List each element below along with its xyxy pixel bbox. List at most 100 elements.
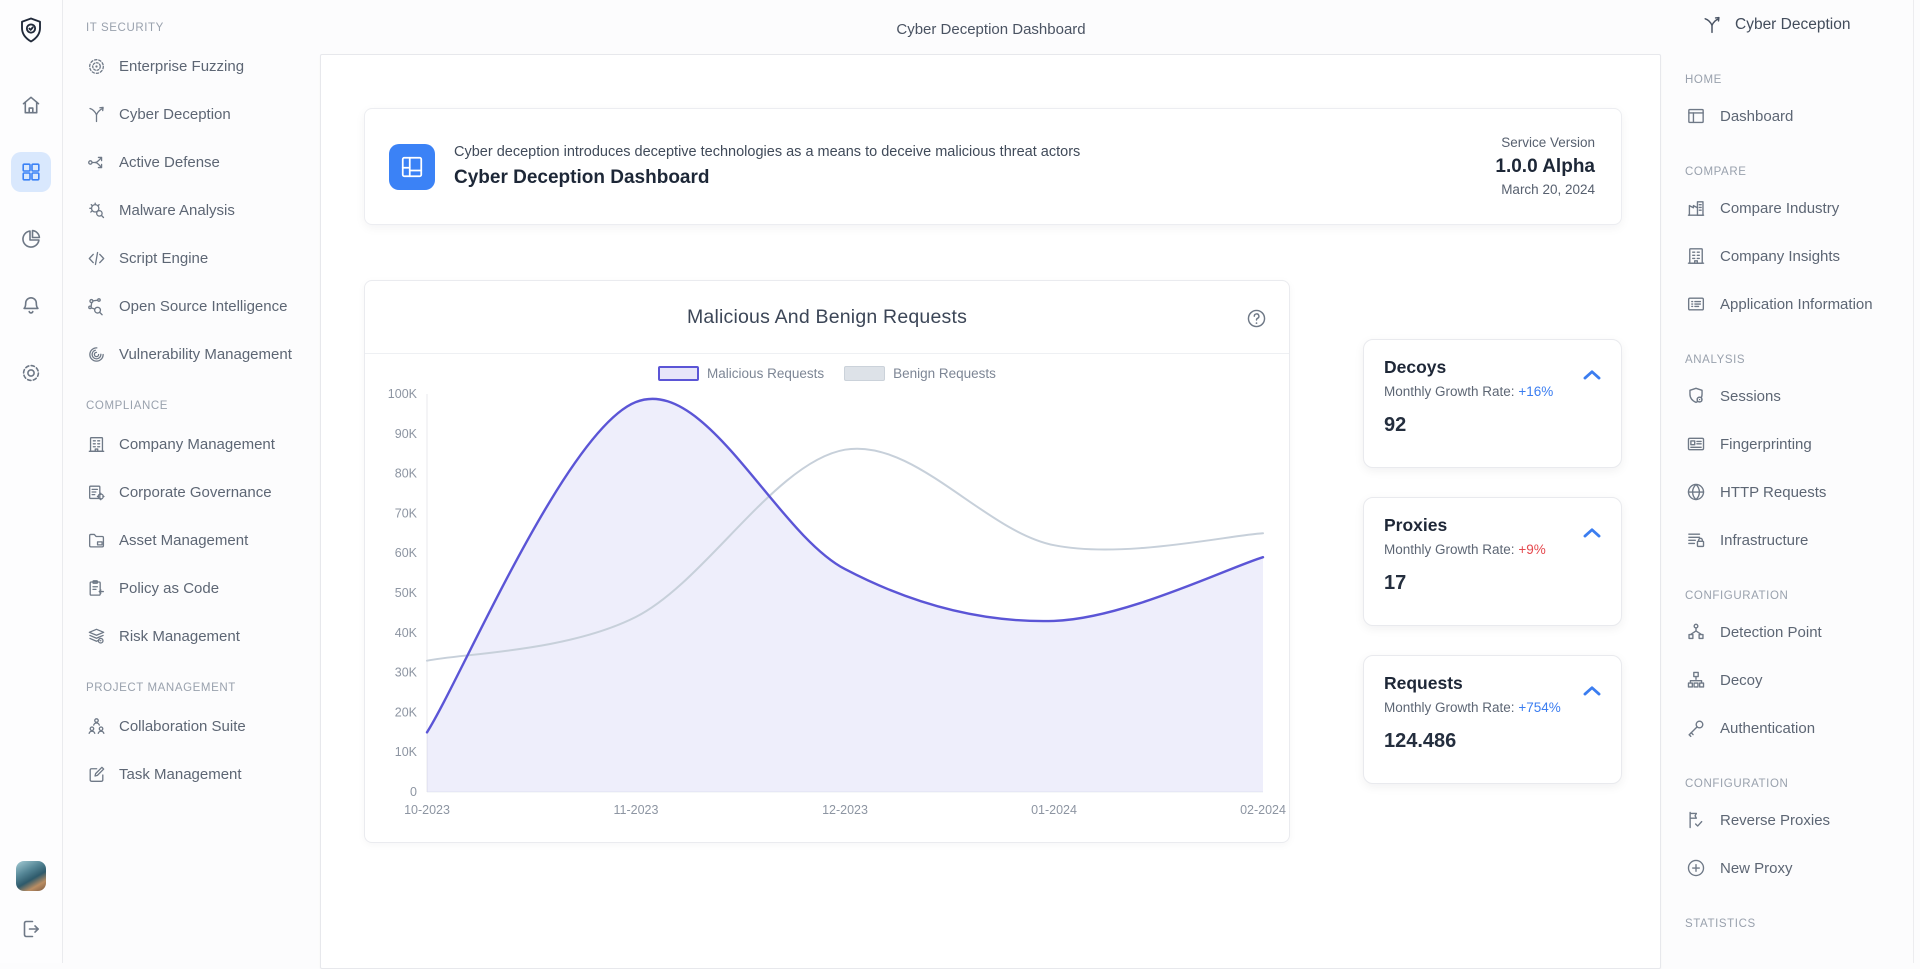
sidebar-item-label: Vulnerability Management xyxy=(119,345,292,363)
shield-session-icon xyxy=(1685,385,1707,407)
right-item-fingerprinting[interactable]: Fingerprinting xyxy=(1685,420,1915,468)
right-item-label: Compare Industry xyxy=(1720,199,1840,217)
section-label: HOME xyxy=(1685,74,1722,86)
rail-nav-analytics[interactable] xyxy=(11,219,51,259)
sidebar-item-enterprise-fuzzing[interactable]: Enterprise Fuzzing xyxy=(86,42,316,90)
svg-text:90K: 90K xyxy=(395,427,418,441)
sidebar-item-collaboration-suite[interactable]: Collaboration Suite xyxy=(86,702,316,750)
right-item-compare-industry[interactable]: Compare Industry xyxy=(1685,184,1915,232)
service-version-value: 1.0.0 Alpha xyxy=(1495,155,1595,177)
right-item-label: Dashboard xyxy=(1720,107,1794,125)
svg-text:100K: 100K xyxy=(388,387,418,401)
branch-arrow-icon xyxy=(86,104,107,125)
right-item-label: Reverse Proxies xyxy=(1720,811,1831,829)
scrollbar-track[interactable] xyxy=(1913,0,1914,963)
logout-icon xyxy=(19,917,43,941)
growth-value: +16% xyxy=(1518,384,1554,399)
section-label: COMPLIANCE xyxy=(86,400,169,412)
stat-growth: Monthly Growth Rate: +754% xyxy=(1384,700,1601,715)
sidebar-item-cyber-deception[interactable]: Cyber Deception xyxy=(86,90,316,138)
sidebar-item-asset-management[interactable]: Asset Management xyxy=(86,516,316,564)
svg-text:0: 0 xyxy=(410,785,417,799)
legend-label: Benign Requests xyxy=(893,366,996,381)
right-item-label: Decoy xyxy=(1720,671,1763,689)
user-avatar[interactable] xyxy=(16,861,46,891)
layers-eye-icon xyxy=(86,626,107,647)
right-item-infrastructure[interactable]: Infrastructure xyxy=(1685,516,1915,564)
right-item-http-requests[interactable]: HTTP Requests xyxy=(1685,468,1915,516)
sidebar-item-label: Asset Management xyxy=(119,531,249,549)
clipboard-arrow-icon xyxy=(86,578,107,599)
right-item-label: Sessions xyxy=(1720,387,1781,405)
chart-card: Malicious And Benign Requests Malicious … xyxy=(364,280,1290,843)
right-sidebar-header: Cyber Deception xyxy=(1685,14,1915,36)
right-section-configuration: CONFIGURATION Detection Point Decoy Authent… xyxy=(1685,590,1915,752)
sidebar-item-label: Enterprise Fuzzing xyxy=(119,57,245,75)
legend-malicious-requests[interactable]: Malicious Requests xyxy=(658,366,824,381)
rail-nav-home[interactable] xyxy=(11,85,51,125)
org-people-icon xyxy=(86,716,107,737)
sidebar-item-risk-management[interactable]: Risk Management xyxy=(86,612,316,660)
legend-swatch xyxy=(658,366,700,381)
collapse-button[interactable] xyxy=(1579,362,1605,388)
sidebar-item-company-management[interactable]: Company Management xyxy=(86,420,316,468)
collapse-button[interactable] xyxy=(1579,520,1605,546)
app-logo[interactable] xyxy=(16,15,46,45)
sidebar-item-malware-analysis[interactable]: Malware Analysis xyxy=(86,186,316,234)
stat-value: 17 xyxy=(1384,572,1407,594)
stat-growth: Monthly Growth Rate: +16% xyxy=(1384,384,1601,399)
chevron-up-icon xyxy=(1579,678,1605,704)
right-item-company-insights[interactable]: Company Insights xyxy=(1685,232,1915,280)
shield-check-icon xyxy=(16,15,46,45)
dashboard-panel-icon xyxy=(389,143,435,190)
bell-icon xyxy=(19,294,43,318)
code-icon xyxy=(86,248,107,269)
growth-value: +9% xyxy=(1518,542,1546,557)
network-search-icon xyxy=(86,296,107,317)
sidebar-item-script-engine[interactable]: Script Engine xyxy=(86,234,316,282)
sidebar-item-corporate-governance[interactable]: Corporate Governance xyxy=(86,468,316,516)
right-item-detection-point[interactable]: Detection Point xyxy=(1685,608,1915,656)
sidebar-item-active-defense[interactable]: Active Defense xyxy=(86,138,316,186)
rail-nav-notifications[interactable] xyxy=(11,286,51,326)
collapse-button[interactable] xyxy=(1579,678,1605,704)
right-item-authentication[interactable]: Authentication xyxy=(1685,704,1915,752)
right-item-dashboard[interactable]: Dashboard xyxy=(1685,92,1915,140)
rail-nav-apps[interactable] xyxy=(11,152,51,192)
stat-title: Decoys xyxy=(1384,357,1447,377)
right-sidebar-sections: HOME Dashboard COMPARE Compare Industry Comp… xyxy=(1685,74,1915,930)
info-title: Cyber Deception Dashboard xyxy=(454,167,710,188)
right-sidebar: Cyber Deception HOME Dashboard COMPARE Comp… xyxy=(1685,0,1915,963)
right-item-label: Company Insights xyxy=(1720,247,1841,265)
help-icon[interactable] xyxy=(1245,306,1269,330)
sidebar-item-label: Company Management xyxy=(119,435,275,453)
sidebar-item-task-management[interactable]: Task Management xyxy=(86,750,316,798)
sidebar-item-open-source-intelligence[interactable]: Open Source Intelligence xyxy=(86,282,316,330)
sitemap-icon xyxy=(1685,669,1707,691)
svg-text:70K: 70K xyxy=(395,506,418,520)
globe-icon xyxy=(1685,481,1707,503)
svg-text:10K: 10K xyxy=(395,745,418,759)
svg-text:01-2024: 01-2024 xyxy=(1031,803,1077,817)
right-item-reverse-proxies[interactable]: Reverse Proxies xyxy=(1685,796,1915,844)
service-version-date: March 20, 2024 xyxy=(1501,182,1595,198)
server-lock-icon xyxy=(1685,529,1707,551)
legend-benign-requests[interactable]: Benign Requests xyxy=(844,366,996,381)
right-section-home: HOME Dashboard xyxy=(1685,74,1915,140)
service-version-block: Service Version 1.0.0 Alpha March 20, 20… xyxy=(1495,133,1595,200)
right-section-compare: COMPARE Compare Industry Company Insights A… xyxy=(1685,166,1915,328)
bug-search-icon xyxy=(86,200,107,221)
right-item-new-proxy[interactable]: New Proxy xyxy=(1685,844,1915,892)
sidebar-item-policy-as-code[interactable]: Policy as Code xyxy=(86,564,316,612)
sidebar-item-vulnerability-management[interactable]: Vulnerability Management xyxy=(86,330,316,378)
plus-circle-icon xyxy=(1685,857,1707,879)
right-item-application-information[interactable]: Application Information xyxy=(1685,280,1915,328)
right-item-label: Detection Point xyxy=(1720,623,1822,641)
chevron-up-icon xyxy=(1579,520,1605,546)
chart-title: Malicious And Benign Requests xyxy=(686,305,968,328)
rail-nav-settings[interactable] xyxy=(11,353,51,393)
right-item-decoy[interactable]: Decoy xyxy=(1685,656,1915,704)
sidebar-item-label: Collaboration Suite xyxy=(119,717,246,735)
logout-button[interactable] xyxy=(11,909,51,949)
right-item-sessions[interactable]: Sessions xyxy=(1685,372,1915,420)
